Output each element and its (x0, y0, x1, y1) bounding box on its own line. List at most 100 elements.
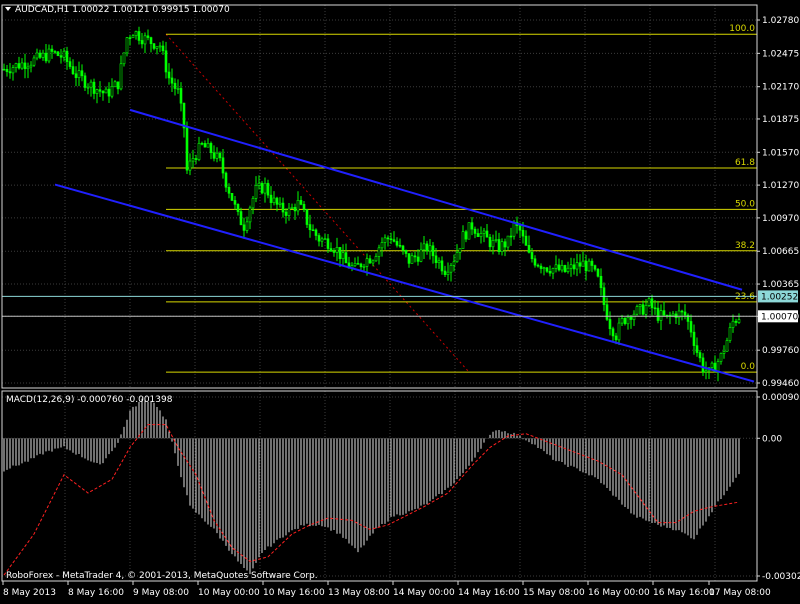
candle-body (206, 143, 210, 148)
candle-body (134, 31, 138, 37)
price-tick-label: 1.02780 (762, 16, 799, 26)
candle-body (710, 362, 714, 368)
candle-body (437, 260, 441, 263)
candle-body (527, 245, 531, 253)
candle-body (419, 249, 423, 262)
candle-body (380, 242, 384, 249)
candle-body (422, 243, 426, 251)
candle-body (659, 310, 663, 321)
candle-body (539, 265, 543, 269)
candle-body (110, 86, 114, 97)
candle-body (428, 245, 432, 252)
candle-body (248, 207, 252, 223)
time-tick-label: 14 May 16:00 (458, 588, 520, 598)
candle-body (323, 238, 327, 241)
candle-body (131, 35, 135, 39)
candle-body (242, 224, 246, 231)
macd-tick-label: 0.000905 (762, 393, 800, 403)
last-price-tag (758, 310, 798, 323)
candle-body (332, 250, 336, 253)
candle-body (467, 222, 471, 240)
candle-body (653, 307, 657, 310)
candle-body (632, 313, 636, 320)
candle-body (215, 152, 219, 159)
candle-body (377, 247, 381, 257)
candle-body (689, 321, 693, 333)
candle-body (524, 235, 528, 246)
candle-body (35, 52, 39, 59)
candle-body (560, 265, 564, 271)
candle-body (410, 255, 414, 264)
candle-body (77, 70, 81, 78)
candle-body (266, 182, 270, 196)
candle-body (581, 260, 585, 267)
candle-body (344, 252, 348, 264)
candle-body (212, 152, 216, 159)
candle-body (404, 249, 408, 254)
price-tick-label: 1.00365 (762, 280, 799, 290)
candle-body (506, 235, 510, 248)
candle-body (137, 31, 141, 41)
candle-body (587, 260, 591, 272)
channel-lower-line (54, 183, 755, 383)
price-tick-label: 1.01270 (762, 181, 799, 191)
fibo-level-label: 100.0 (729, 24, 755, 34)
candle-body (359, 263, 363, 268)
candle-body (542, 267, 546, 270)
candle-body (260, 182, 264, 194)
candle-body (101, 90, 105, 94)
candle-body (455, 252, 459, 263)
candle-body (122, 52, 126, 65)
bid-price-tag (758, 290, 798, 303)
candle-body (299, 200, 303, 205)
candle-body (47, 48, 51, 62)
candle-body (338, 247, 342, 260)
candle-body (302, 204, 306, 210)
candle-body (461, 231, 465, 249)
candle-body (536, 264, 540, 267)
candle-body (236, 204, 240, 212)
time-tick-label: 8 May 2013 (3, 588, 56, 598)
candle-body (662, 310, 666, 316)
candle-body (635, 306, 639, 315)
time-tick-label: 10 May 16:00 (263, 588, 325, 598)
price-tick-label: 0.99760 (762, 346, 799, 356)
macd-tick-label: -0.00302 (762, 572, 800, 582)
candle-body (83, 75, 87, 88)
candle-body (698, 352, 702, 359)
dropdown-triangle-icon[interactable] (5, 7, 11, 11)
candle-body (503, 241, 507, 248)
candle-body (119, 63, 123, 90)
candle-body (590, 260, 594, 266)
candle-body (284, 211, 288, 216)
candle-body (65, 50, 69, 62)
candle-body (200, 143, 204, 145)
candle-body (407, 253, 411, 264)
candle-body (26, 66, 30, 70)
candle-body (656, 307, 660, 321)
candle-body (62, 50, 66, 58)
candle-body (29, 64, 33, 68)
candle-body (143, 35, 147, 45)
candle-body (290, 207, 294, 209)
candle-body (557, 264, 561, 271)
candle-body (479, 233, 483, 238)
candle-body (365, 258, 369, 267)
candle-body (188, 160, 192, 171)
macd-label: MACD(12,26,9) -0.000760 -0.001398 (6, 395, 173, 405)
candle-body (20, 62, 24, 69)
candle-body (254, 185, 258, 199)
macd-frame (1, 390, 758, 582)
candle-body (617, 322, 621, 341)
candle-body (488, 236, 492, 248)
macd-subwindow[interactable] (3, 398, 740, 576)
candle-body (113, 81, 117, 88)
candle-body (233, 200, 237, 205)
candle-body (179, 88, 183, 104)
candle-body (578, 262, 582, 267)
time-tick-label: 13 May 08:00 (328, 588, 390, 598)
candle-body (14, 63, 18, 68)
trend-channel[interactable] (54, 108, 755, 383)
